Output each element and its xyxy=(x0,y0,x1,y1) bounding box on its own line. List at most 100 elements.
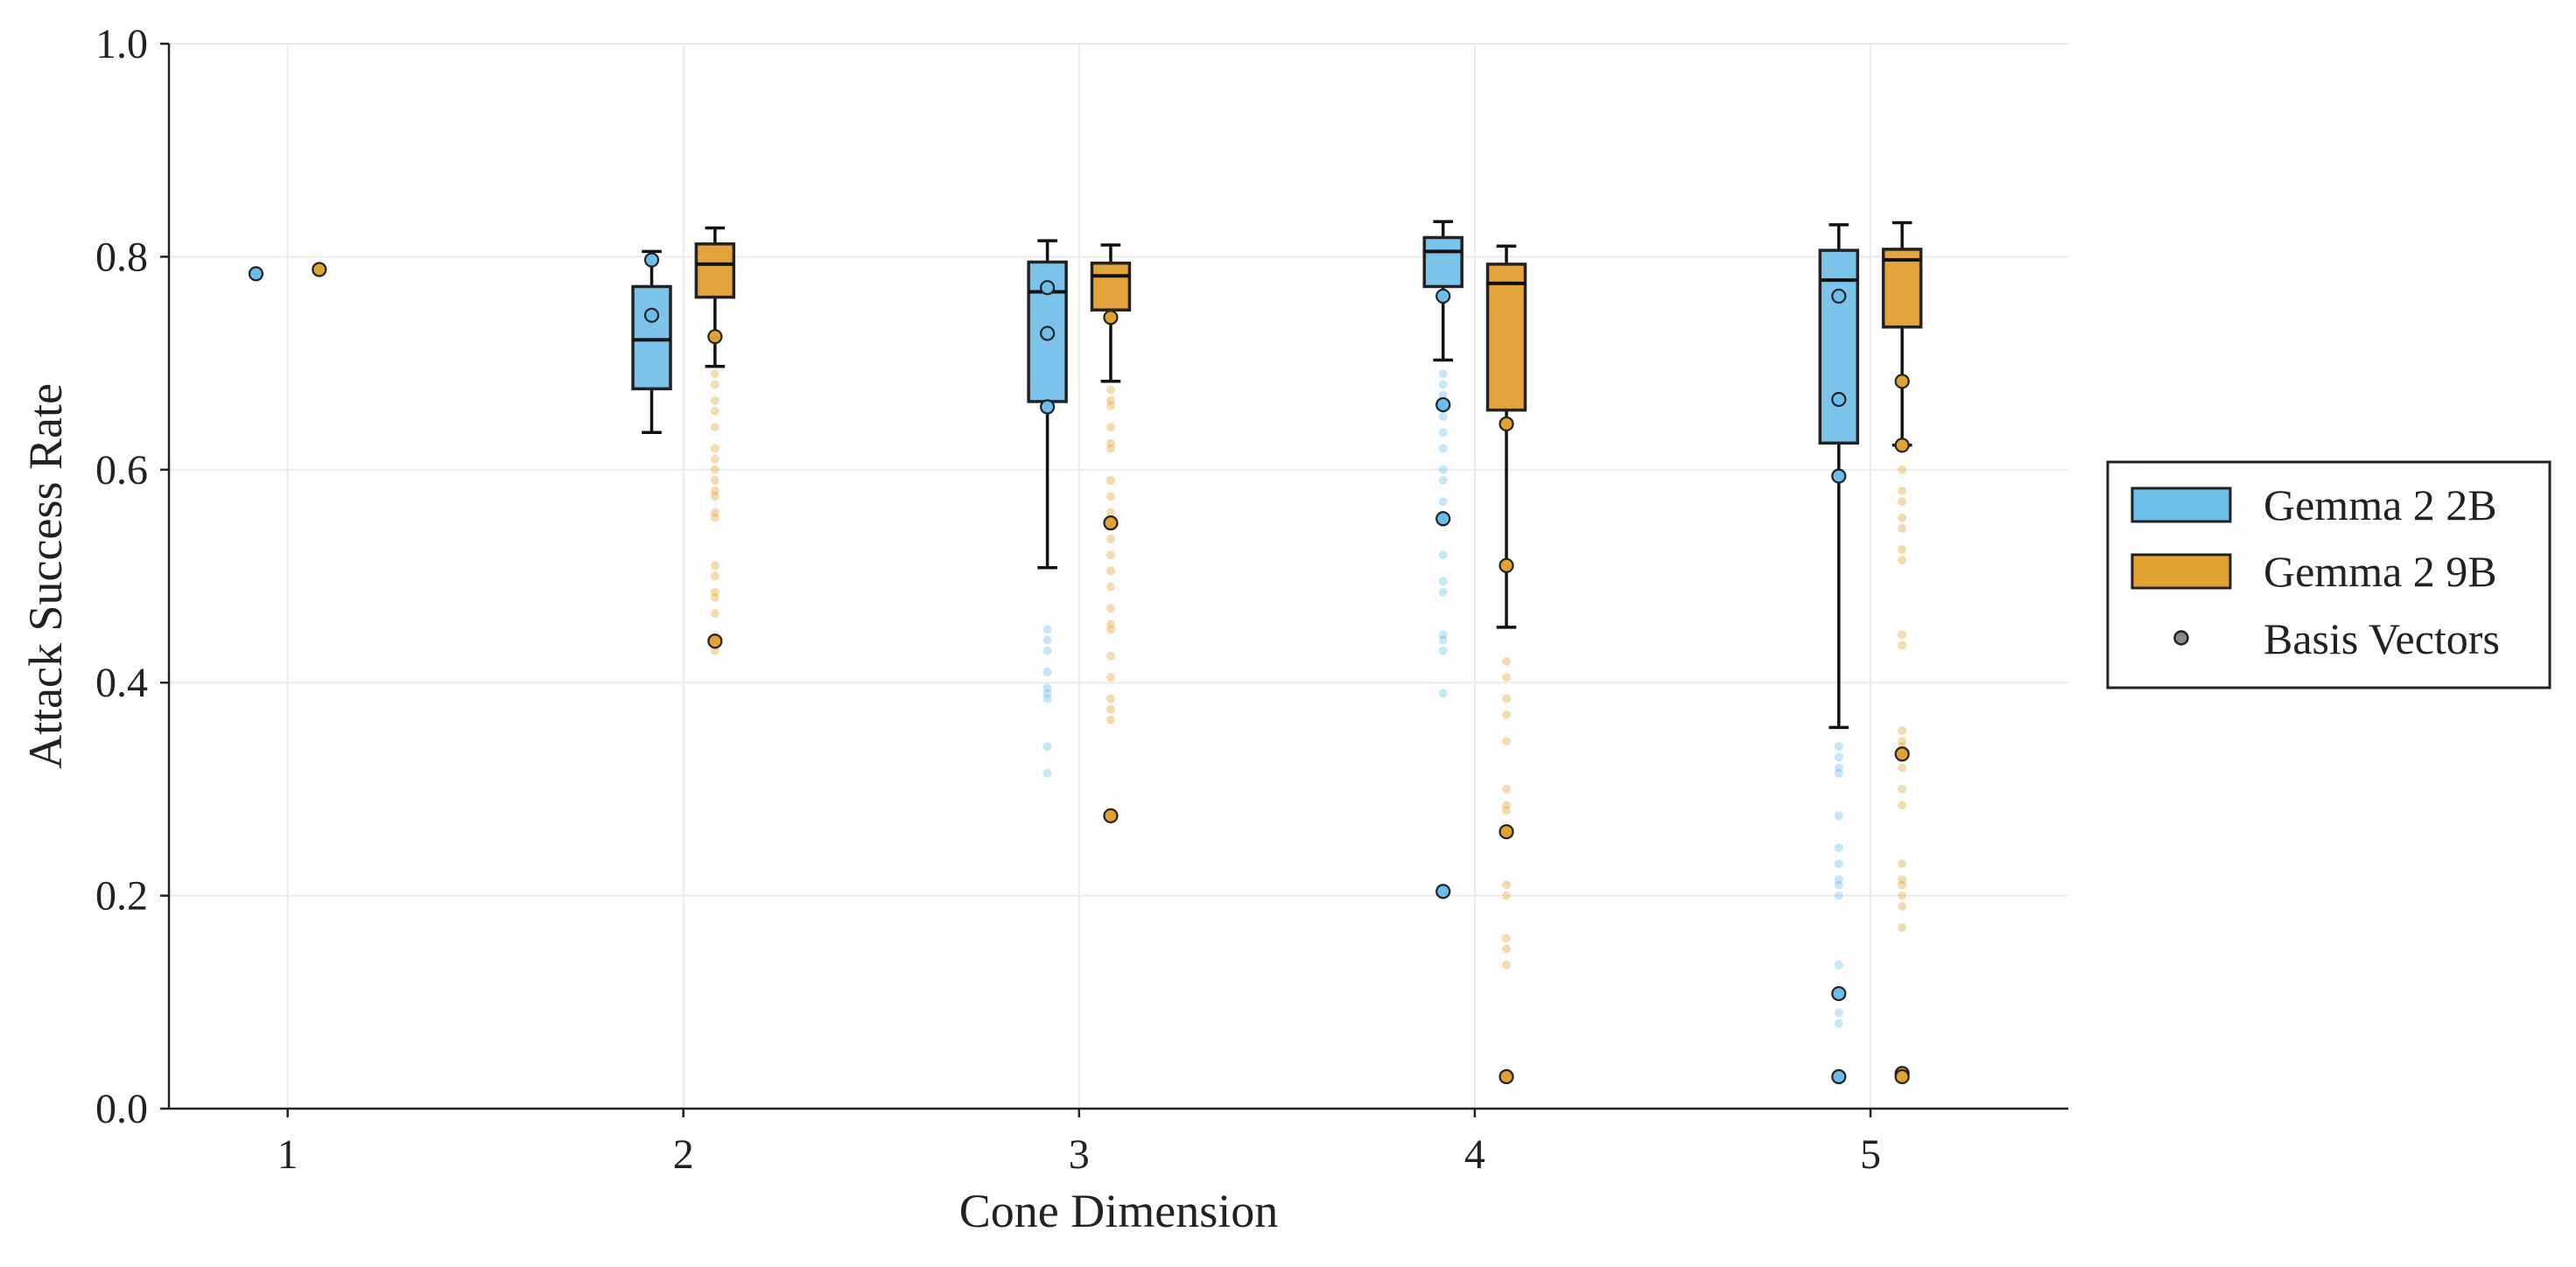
outlier-point-gemma-2-9b xyxy=(1106,438,1115,448)
outlier-point-gemma-2-2b xyxy=(1834,1008,1843,1018)
outlier-point-gemma-2-9b xyxy=(1898,513,1907,522)
outlier-point-gemma-2-9b xyxy=(1898,859,1907,869)
legend: Gemma 2 2B Gemma 2 9B Basis Vectors xyxy=(2106,460,2551,690)
box-gemma-2-9b xyxy=(694,242,736,299)
outlier-point-gemma-2-2b xyxy=(1834,1018,1843,1028)
basis-vector-point-gemma-2-2b xyxy=(1040,399,1056,415)
outlier-point-gemma-2-9b xyxy=(710,465,719,474)
outlier-point-gemma-2-9b xyxy=(1502,806,1512,816)
outlier-point-gemma-2-2b xyxy=(1438,369,1448,379)
outlier-point-gemma-2-9b xyxy=(1898,486,1907,496)
outlier-point-gemma-2-9b xyxy=(710,508,719,517)
basis-vector-point-gemma-2-2b xyxy=(1831,288,1847,304)
outlier-point-gemma-2-2b xyxy=(1438,380,1448,389)
box-gemma-2-9b xyxy=(1485,262,1527,412)
y-axis-title: Attack Success Rate xyxy=(19,383,72,769)
outlier-point-gemma-2-9b xyxy=(1898,880,1907,890)
outlier-point-gemma-2-9b xyxy=(1898,556,1907,565)
basis-vector-point-gemma-2-9b xyxy=(1894,438,1910,453)
outlier-point-gemma-2-9b xyxy=(1502,694,1512,704)
outlier-point-gemma-2-9b xyxy=(710,380,719,389)
legend-label-gemma-2-9b: Gemma 2 9B xyxy=(2264,547,2497,596)
outlier-point-gemma-2-9b xyxy=(1898,640,1907,650)
outlier-point-gemma-2-9b xyxy=(1898,465,1907,474)
x-tick-label: 4 xyxy=(1464,1131,1485,1178)
grid-layer xyxy=(169,43,2068,1110)
outlier-point-gemma-2-9b xyxy=(1502,944,1512,954)
outlier-point-gemma-2-9b xyxy=(710,396,719,405)
outlier-point-gemma-2-2b xyxy=(1834,843,1843,852)
outlier-point-gemma-2-2b xyxy=(1042,742,1052,752)
basis-vector-point-gemma-2-9b xyxy=(1499,416,1514,432)
basis-vector-point-gemma-2-9b xyxy=(1103,310,1119,326)
outlier-point-gemma-2-9b xyxy=(1502,934,1512,943)
x-tick-label: 2 xyxy=(673,1131,694,1178)
outlier-point-gemma-2-9b xyxy=(1106,550,1115,560)
outlier-point-gemma-2-2b xyxy=(1042,689,1052,698)
outlier-point-gemma-2-9b xyxy=(1898,763,1907,773)
basis-vector-point-gemma-2-2b xyxy=(1435,511,1451,527)
outlier-point-gemma-2-9b xyxy=(1502,801,1512,810)
outlier-point-gemma-2-2b xyxy=(1438,444,1448,453)
outlier-point-gemma-2-2b xyxy=(1834,960,1843,970)
basis-vector-point-gemma-2-9b xyxy=(707,329,723,345)
basis-vector-point-gemma-2-2b xyxy=(248,266,264,282)
axes-layer xyxy=(167,44,2068,1110)
basis-vector-point-gemma-2-2b xyxy=(1435,884,1451,900)
outlier-point-gemma-2-2b xyxy=(1834,875,1843,885)
outlier-point-gemma-2-2b xyxy=(1042,683,1052,693)
box-gemma-2-2b xyxy=(1818,248,1860,445)
outlier-point-gemma-2-9b xyxy=(1502,710,1512,719)
outlier-point-gemma-2-9b xyxy=(710,492,719,501)
outlier-point-gemma-2-9b xyxy=(1502,656,1512,666)
outlier-point-gemma-2-2b xyxy=(1834,891,1843,900)
outlier-point-gemma-2-9b xyxy=(710,646,719,655)
basis-vector-point-gemma-2-9b xyxy=(1894,1068,1910,1085)
outlier-point-gemma-2-2b xyxy=(1438,646,1448,655)
y-tick-label: 0.8 xyxy=(95,234,148,280)
basis-vector-point-gemma-2-2b xyxy=(1435,288,1451,304)
outlier-point-gemma-2-9b xyxy=(1106,534,1115,543)
box-layer xyxy=(631,220,1923,730)
basis-layer xyxy=(248,252,1910,1085)
outlier-point-gemma-2-2b xyxy=(1438,411,1448,421)
outlier-point-gemma-2-2b xyxy=(1438,550,1448,560)
outlier-point-gemma-2-9b xyxy=(1106,620,1115,629)
y-tick-label: 0.4 xyxy=(95,660,148,706)
basis-vector-point-gemma-2-9b xyxy=(312,262,327,277)
outlier-point-gemma-2-9b xyxy=(710,513,719,522)
outlier-point-gemma-2-9b xyxy=(710,454,719,464)
x-tick-label: 1 xyxy=(277,1131,298,1178)
outlier-point-gemma-2-9b xyxy=(1106,401,1115,410)
outlier-point-gemma-2-9b xyxy=(1106,704,1115,714)
outlier-point-gemma-2-9b xyxy=(1898,875,1907,885)
outlier-point-gemma-2-9b xyxy=(710,592,719,602)
outlier-layer xyxy=(710,369,1907,1028)
basis-vector-point-gemma-2-9b xyxy=(1499,1068,1514,1085)
outlier-point-gemma-2-9b xyxy=(1106,694,1115,704)
basis-vector-point-gemma-2-9b xyxy=(1894,374,1910,389)
outlier-point-gemma-2-9b xyxy=(1106,423,1115,432)
outlier-point-gemma-2-9b xyxy=(710,609,719,619)
outlier-point-gemma-2-9b xyxy=(1898,737,1907,746)
outlier-point-gemma-2-9b xyxy=(1502,737,1512,746)
outlier-point-gemma-2-2b xyxy=(1042,768,1052,778)
legend-swatch-gemma-2-2b xyxy=(2130,486,2232,523)
legend-label-gemma-2-2b: Gemma 2 2B xyxy=(2264,480,2497,529)
outlier-point-gemma-2-9b xyxy=(710,571,719,581)
outlier-point-gemma-2-2b xyxy=(1834,880,1843,890)
y-tick-label: 0.2 xyxy=(95,873,148,920)
outlier-point-gemma-2-9b xyxy=(710,406,719,416)
y-tick-label: 0.6 xyxy=(95,447,148,494)
box-gemma-2-2b xyxy=(631,284,672,391)
outlier-point-gemma-2-9b xyxy=(710,369,719,379)
basis-vector-point-gemma-2-9b xyxy=(1499,557,1514,573)
outlier-point-gemma-2-9b xyxy=(1502,880,1512,890)
y-tick-label: 1.0 xyxy=(95,21,148,67)
outlier-point-gemma-2-2b xyxy=(1834,752,1843,762)
outlier-point-gemma-2-9b xyxy=(1898,923,1907,933)
outlier-point-gemma-2-9b xyxy=(710,561,719,570)
basis-vector-point-gemma-2-9b xyxy=(1499,823,1514,840)
